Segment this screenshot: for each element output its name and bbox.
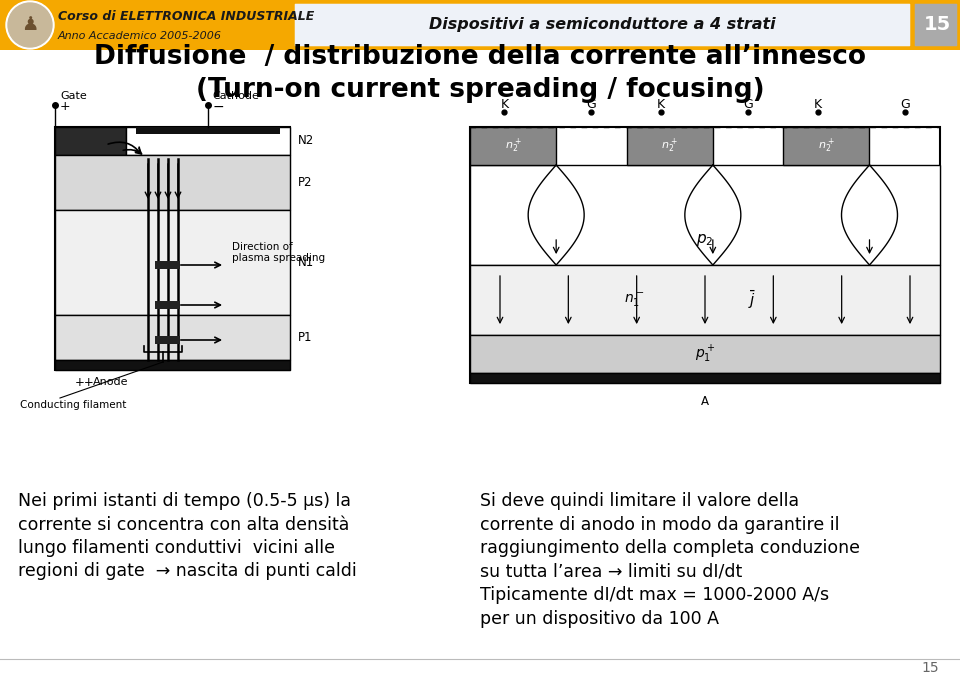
Text: A: A [701,395,709,408]
Bar [126,127,290,155]
Text: Si deve quindi limitare il valore della: Si deve quindi limitare il valore della [480,492,799,510]
Circle shape [8,3,52,47]
Bar [55,360,290,370]
Text: Nei primi istanti di tempo (0.5-5 μs) la: Nei primi istanti di tempo (0.5-5 μs) la [18,492,351,510]
Text: $n_2^+$: $n_2^+$ [818,137,835,155]
Text: N1: N1 [298,256,314,269]
Bar [470,335,940,373]
Bar [55,155,290,210]
Text: Corso di ELETTRONICA INDUSTRIALE: Corso di ELETTRONICA INDUSTRIALE [58,10,314,23]
Text: N2: N2 [298,135,314,148]
Bar [55,127,290,370]
Text: ♟: ♟ [21,16,38,34]
Text: G: G [743,98,753,111]
Bar [55,210,290,315]
Text: corrente di anodo in modo da garantire il: corrente di anodo in modo da garantire i… [480,515,839,534]
Text: Gate: Gate [60,91,86,101]
Bar [55,127,126,155]
Text: P1: P1 [298,331,313,344]
Text: Dispositivi a semiconduttore a 4 strati: Dispositivi a semiconduttore a 4 strati [429,17,776,32]
Bar [155,301,180,309]
Text: per un dispositivo da 100 A: per un dispositivo da 100 A [480,609,719,627]
Bar [470,165,940,265]
Text: $p_2$: $p_2$ [696,232,713,248]
Text: Direction of
plasma spreading: Direction of plasma spreading [232,242,325,263]
Text: 15: 15 [924,16,951,34]
Bar [55,315,290,360]
Bar [155,261,180,269]
Text: regioni di gate  → nascita di punti caldi: regioni di gate → nascita di punti caldi [18,563,357,581]
Text: $n_2^+$: $n_2^+$ [505,137,521,155]
Text: K: K [814,98,822,111]
Text: Conducting filament: Conducting filament [20,400,127,410]
Text: (Turn-on current spreading / focusing): (Turn-on current spreading / focusing) [196,77,764,103]
Text: Anno Accademico 2005-2006: Anno Accademico 2005-2006 [58,31,222,41]
Text: ++: ++ [75,376,95,389]
Text: Cathode: Cathode [213,91,259,101]
FancyBboxPatch shape [293,2,912,48]
Bar [470,127,556,165]
Text: corrente si concentra con alta densità: corrente si concentra con alta densità [18,515,349,534]
Text: $\bar{j}$: $\bar{j}$ [748,289,756,311]
Text: −: − [213,100,225,114]
Text: K: K [500,98,509,111]
Text: su tutta l’area → limiti su dI/dt: su tutta l’area → limiti su dI/dt [480,563,742,581]
Text: raggiungimento della completa conduzione: raggiungimento della completa conduzione [480,539,860,557]
Bar [470,265,940,335]
Text: 15: 15 [922,661,939,675]
Bar [155,336,180,344]
Circle shape [6,1,54,49]
Text: K: K [657,98,665,111]
Bar [470,373,940,383]
Bar [0,0,960,50]
Text: lungo filamenti conduttivi  vicini alle: lungo filamenti conduttivi vicini alle [18,539,335,557]
Text: G: G [900,98,910,111]
Bar [783,127,870,165]
Text: P2: P2 [298,176,313,189]
Bar [627,127,713,165]
Text: Anode: Anode [93,377,129,387]
Text: $n_1^-$: $n_1^-$ [624,291,645,309]
Text: $n_2^+$: $n_2^+$ [661,137,678,155]
Text: G: G [587,98,596,111]
Text: Diffusione  / distribuzione della corrente all’innesco: Diffusione / distribuzione della corrent… [94,44,866,70]
Text: +: + [60,100,71,113]
Bar [470,127,940,383]
Text: Tipicamente dI/dt max = 1000-2000 A/s: Tipicamente dI/dt max = 1000-2000 A/s [480,586,829,604]
Bar [135,127,280,134]
FancyBboxPatch shape [913,2,959,48]
Text: $p_1^+$: $p_1^+$ [695,344,715,365]
